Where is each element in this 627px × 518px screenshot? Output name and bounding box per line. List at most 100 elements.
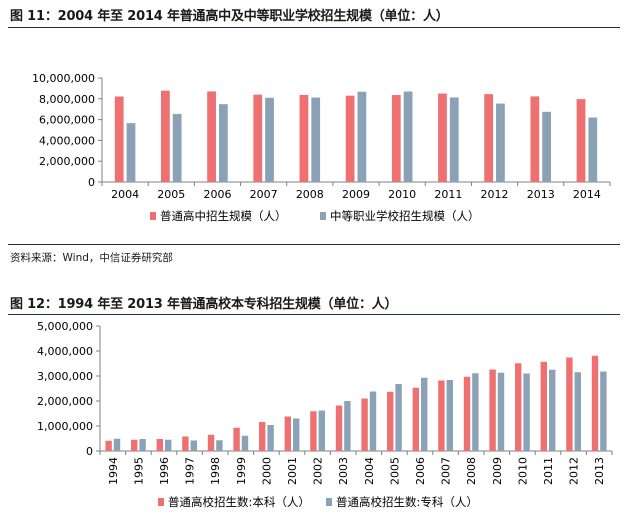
chart2-legend-swatch <box>158 498 164 506</box>
chart2-bar-series-2 <box>497 372 505 451</box>
chart2-bar-series-1 <box>515 363 522 451</box>
chart2-bar-series-1 <box>284 416 291 451</box>
chart2-bar-series-2 <box>369 391 377 451</box>
chart2-bar-series-1 <box>105 440 112 451</box>
figure-12-title: 图 12：1994 年至 2013 年普通高校本专科招生规模（单位：人） <box>10 297 398 312</box>
figure-11-bottom-rule <box>8 244 620 245</box>
chart1-bar-series-2 <box>403 91 413 182</box>
chart2-x-tick-label: 2001 <box>286 457 299 485</box>
chart1-bar-series-1 <box>345 95 355 182</box>
chart1-legend-label: 中等职业学校招生规模（人） <box>330 209 480 223</box>
chart2-x-tick-label: 2008 <box>465 457 478 485</box>
chart2-bar-series-1 <box>463 376 471 451</box>
chart1-x-tick-label: 2011 <box>434 188 462 201</box>
chart1-bar-series-1 <box>530 96 540 182</box>
chart2-bar-series-2 <box>344 401 351 451</box>
chart2-bar-series-1 <box>591 355 599 451</box>
chart2-x-tick-label: 2000 <box>260 457 273 485</box>
chart2-bar-series-2 <box>446 380 453 451</box>
chart2-y-tick-label: 5,000,000 <box>37 320 93 333</box>
chart2-x-tick-label: 2012 <box>568 457 581 485</box>
chart2-x-tick-label: 2004 <box>363 457 376 485</box>
chart1-bar-series-2 <box>357 91 367 182</box>
chart2-bar-series-1 <box>182 436 189 451</box>
chart1-bar-series-1 <box>160 90 170 182</box>
chart2-x-tick-label: 2013 <box>593 457 606 485</box>
chart1-bar-series-2 <box>496 103 505 182</box>
chart1-y-tick-label: 0 <box>88 176 95 189</box>
chart2-bar-series-2 <box>293 418 300 451</box>
chart1-y-tick-label: 6,000,000 <box>39 114 95 127</box>
figure-12-chart: 0 1,000,000 2,000,000 3,000,000 4,000,000 5,0… <box>37 320 613 509</box>
chart2-x-tick-label: 1994 <box>107 457 120 485</box>
chart2-bar-series-2 <box>139 439 146 451</box>
chart2-bar-series-2 <box>216 440 223 451</box>
chart2-x-tick-label: 2007 <box>440 457 453 485</box>
figure-11-chart: 0 2,000,000 4,000,000 6,000,000 8,000,000 10,… <box>32 72 611 223</box>
chart2-x-tick-label: 2005 <box>388 457 401 485</box>
chart1-bar-series-1 <box>576 99 586 182</box>
chart2-bar-series-1 <box>489 369 496 451</box>
chart1-y-tick-label: 4,000,000 <box>39 134 95 147</box>
chart2-bar-series-2 <box>472 373 479 451</box>
chart2-bar-series-1 <box>207 434 215 451</box>
chart2-x-tick-label: 2002 <box>312 457 325 485</box>
chart2-x-tick-label: 2009 <box>491 457 504 485</box>
chart2-y-tick-label: 1,000,000 <box>37 420 93 433</box>
chart2-bar-series-1 <box>156 439 163 451</box>
chart1-x-tick-label: 2009 <box>342 188 370 201</box>
chart2-bar-series-1 <box>412 387 419 451</box>
chart1-bar-series-2 <box>172 113 182 182</box>
chart1-x-tick-label: 2004 <box>111 188 139 201</box>
chart2-bar-series-2 <box>267 425 274 451</box>
chart2-bar-series-1 <box>259 422 266 451</box>
chart1-bar-series-1 <box>253 94 263 182</box>
chart2-legend-label: 普通高校招生数:专科（人） <box>336 495 478 509</box>
chart2-x-tick-label: 2006 <box>414 457 427 485</box>
chart1-bar-series-2 <box>588 117 598 182</box>
chart1-bar-series-2 <box>126 123 136 182</box>
chart2-x-tick-label: 1996 <box>158 457 171 485</box>
chart1-x-tick-label: 2014 <box>573 188 601 201</box>
chart1-legend-swatch <box>320 212 326 220</box>
chart1-bar-series-2 <box>542 111 552 182</box>
chart2-x-tick-label: 1995 <box>132 457 145 485</box>
chart1-x-tick-label: 2013 <box>527 188 555 201</box>
chart2-bar-series-1 <box>335 405 343 451</box>
chart1-bar-series-2 <box>218 104 228 182</box>
chart2-bar-series-2 <box>241 435 249 451</box>
chart1-x-tick-label: 2006 <box>203 188 231 201</box>
chart2-bar-series-1 <box>387 391 394 451</box>
chart1-bar-series-1 <box>391 95 401 182</box>
chart2-x-tick-label: 1997 <box>184 457 197 485</box>
figure-11-title-rule <box>8 27 620 28</box>
chart2-y-tick-label: 4,000,000 <box>37 345 93 358</box>
chart1-bar-series-1 <box>438 93 447 182</box>
chart2-bar-series-2 <box>395 384 402 451</box>
chart2-bar-series-2 <box>318 410 325 451</box>
chart1-x-tick-label: 2007 <box>250 188 278 201</box>
chart1-x-tick-label: 2010 <box>388 188 416 201</box>
chart2-bar-series-2 <box>165 439 172 451</box>
chart2-bar-series-2 <box>574 372 581 451</box>
chart2-bar-series-1 <box>566 357 573 451</box>
chart1-bar-series-1 <box>114 96 124 182</box>
chart1-bar-series-1 <box>207 91 216 182</box>
chart2-bar-series-1 <box>438 380 445 451</box>
chart2-x-tick-label: 2010 <box>516 457 529 485</box>
chart1-x-tick-label: 2008 <box>296 188 324 201</box>
chart2-bar-series-2 <box>600 371 607 451</box>
chart1-legend-label: 普通高中招生规模（人） <box>160 209 287 223</box>
chart2-bar-series-1 <box>233 427 240 451</box>
chart2-y-tick-label: 0 <box>86 445 93 458</box>
figure-11-source: 资料来源：Wind，中信证券研究部 <box>10 252 173 264</box>
chart2-bar-series-2 <box>421 377 428 451</box>
chart1-bar-series-2 <box>265 97 274 182</box>
chart1-bar-series-1 <box>484 94 494 182</box>
chart2-x-tick-label: 1998 <box>209 457 222 485</box>
chart1-x-tick-label: 2012 <box>481 188 509 201</box>
chart2-y-tick-label: 3,000,000 <box>37 370 93 383</box>
chart1-y-tick-label: 2,000,000 <box>39 155 95 168</box>
chart1-legend-swatch <box>150 212 156 220</box>
chart2-bar-series-1 <box>540 361 547 451</box>
